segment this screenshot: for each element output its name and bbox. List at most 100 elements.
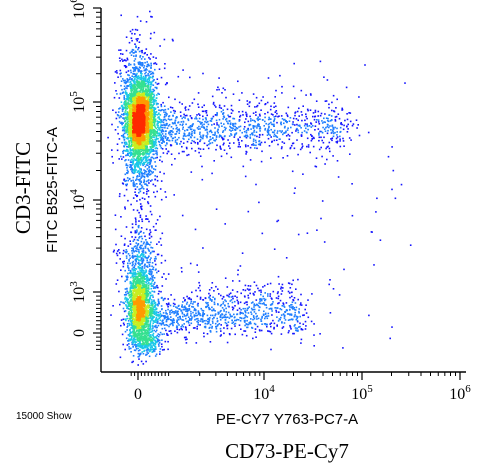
event-dot <box>129 315 132 318</box>
event-dot <box>154 281 156 284</box>
event-dot <box>136 344 139 347</box>
event-dot <box>145 270 148 272</box>
event-dot <box>189 262 192 265</box>
event-dot <box>145 151 147 154</box>
event-dot <box>120 269 122 271</box>
event-dot <box>297 119 299 122</box>
event-dot <box>139 91 142 93</box>
event-dot <box>155 312 158 314</box>
event-dot <box>150 83 153 86</box>
event-dot <box>156 152 158 154</box>
event-dot <box>146 321 148 324</box>
event-dot <box>147 149 149 152</box>
event-dot <box>156 120 158 122</box>
event-dot <box>312 112 315 114</box>
event-dot <box>184 307 187 309</box>
event-dot <box>213 301 216 304</box>
event-dot <box>142 347 145 350</box>
event-dot <box>126 317 128 320</box>
event-dot <box>204 325 207 328</box>
event-dot <box>154 263 157 266</box>
event-dot <box>202 311 204 314</box>
event-dot <box>157 304 159 307</box>
event-dot <box>152 335 155 338</box>
event-dot <box>135 76 138 79</box>
event-dot <box>255 183 257 186</box>
event-dot <box>147 261 150 264</box>
event-dot <box>229 126 232 129</box>
event-dot <box>150 340 152 342</box>
event-dot <box>136 337 139 340</box>
event-dot <box>156 179 159 182</box>
event-dot <box>133 335 136 338</box>
event-dot <box>304 320 307 323</box>
event-dot <box>156 334 158 337</box>
event-dot <box>226 324 229 327</box>
event-dot <box>313 118 316 121</box>
event-dot <box>124 103 126 105</box>
event-dot <box>306 145 308 148</box>
event-dot <box>138 70 141 72</box>
event-dot <box>217 131 219 134</box>
event-dot <box>288 135 291 137</box>
event-dot <box>148 324 150 326</box>
event-dot <box>150 146 152 149</box>
event-dot <box>203 335 205 338</box>
event-dot <box>199 133 201 135</box>
event-dot <box>333 110 336 113</box>
event-dot <box>171 321 174 324</box>
event-dot <box>120 301 122 303</box>
event-dot <box>128 146 130 148</box>
event-dot <box>184 129 186 132</box>
event-dot <box>245 118 247 120</box>
event-dot <box>140 86 142 88</box>
event-dot <box>190 315 192 317</box>
event-dot <box>292 305 294 308</box>
event-dot <box>285 257 288 259</box>
event-dot <box>330 115 333 117</box>
event-dot <box>208 130 211 133</box>
event-dot <box>246 309 248 311</box>
event-dot <box>298 115 300 117</box>
event-dot <box>253 131 255 133</box>
event-dot <box>199 136 202 138</box>
event-dot <box>136 250 138 253</box>
event-dot <box>128 64 130 66</box>
event-dot <box>320 112 323 115</box>
event-dot <box>262 286 264 288</box>
event-dot <box>206 314 209 317</box>
event-dot <box>156 243 158 245</box>
event-dot <box>275 309 277 312</box>
event-dot <box>268 145 271 147</box>
event-dot <box>168 303 170 306</box>
event-dot <box>166 152 168 155</box>
event-dot <box>185 314 188 317</box>
event-dot <box>137 258 139 260</box>
event-dot <box>175 306 177 308</box>
event-dot <box>131 254 134 257</box>
event-dot <box>165 316 168 319</box>
event-dot <box>215 208 218 210</box>
event-dot <box>264 323 267 325</box>
event-dot <box>146 146 148 148</box>
event-dot <box>179 143 181 145</box>
event-dot <box>150 251 152 254</box>
event-dot <box>167 125 170 127</box>
event-dot <box>127 276 129 278</box>
event-dot <box>169 311 171 314</box>
event-dot <box>316 229 318 231</box>
event-dot <box>260 299 262 301</box>
event-dot <box>256 315 258 317</box>
event-dot <box>298 326 300 328</box>
event-dot <box>253 311 256 313</box>
event-dot <box>131 264 134 267</box>
event-dot <box>139 344 142 347</box>
event-dot <box>144 90 147 93</box>
event-dot <box>120 216 122 218</box>
event-dot <box>142 333 145 335</box>
event-dot <box>226 316 229 318</box>
event-dot <box>157 103 159 105</box>
event-dot <box>164 111 167 114</box>
event-dot <box>122 252 124 255</box>
event-dot <box>126 94 128 96</box>
